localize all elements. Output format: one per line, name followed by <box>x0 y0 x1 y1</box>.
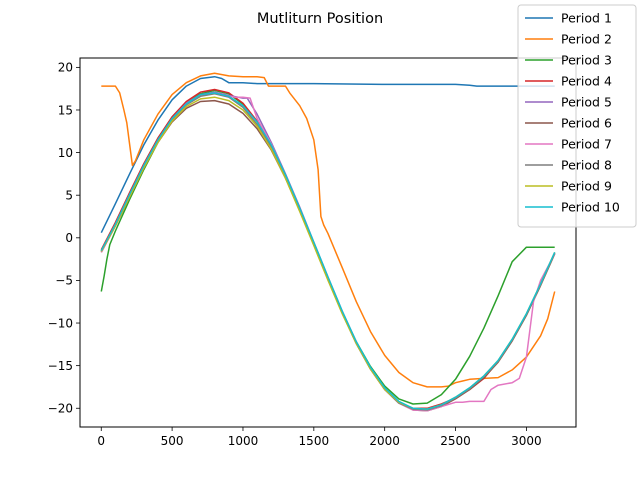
x-tick-label: 1500 <box>299 434 330 448</box>
series-line-7 <box>100 92 556 412</box>
series-line-9 <box>100 96 556 410</box>
legend-label-9: Period 9 <box>561 179 612 194</box>
legend-label-2: Period 2 <box>561 32 612 47</box>
legend-label-5: Period 5 <box>561 95 612 110</box>
y-tick-label: 5 <box>65 189 73 203</box>
legend-label-6: Period 6 <box>561 116 612 131</box>
y-tick-label: 15 <box>58 103 73 117</box>
legend-label-1: Period 1 <box>561 11 612 26</box>
x-tick-label: 1000 <box>228 434 259 448</box>
legend-label-3: Period 3 <box>561 53 612 68</box>
y-tick-label: −20 <box>48 402 73 416</box>
plot-frame <box>79 57 577 428</box>
y-tick-label: 0 <box>65 231 73 245</box>
series-line-1 <box>100 75 555 234</box>
series-line-2 <box>101 72 556 388</box>
series-line-4 <box>100 88 556 410</box>
legend-label-7: Period 7 <box>561 137 612 152</box>
x-axis: 0 500 1000 1500 2000 2500 3000 <box>97 427 542 448</box>
x-tick-label: 500 <box>161 434 184 448</box>
legend-label-8: Period 8 <box>561 158 612 173</box>
legend-label-10: Period 10 <box>561 200 620 215</box>
legend-label-4: Period 4 <box>561 74 612 89</box>
chart-title: Mutliturn Position <box>257 11 383 27</box>
x-tick-label: 0 <box>97 434 105 448</box>
x-tick-label: 2000 <box>369 434 400 448</box>
legend: Period 1 Period 2 Period 3 Period 4 Period 5… <box>517 4 637 228</box>
y-tick-label: −15 <box>48 359 73 373</box>
series-line-10 <box>100 92 556 410</box>
y-tick-label: −5 <box>55 274 73 288</box>
series-line-8 <box>100 93 556 411</box>
x-tick-label: 3000 <box>511 434 542 448</box>
series-line-3 <box>100 89 555 405</box>
x-tick-label: 2500 <box>440 434 471 448</box>
y-tick-label: 10 <box>58 146 73 160</box>
y-tick-label: −10 <box>48 316 73 330</box>
y-axis: −20 −15 −10 −5 0 5 10 15 20 <box>48 61 80 416</box>
series-layer <box>100 72 556 412</box>
series-line-5 <box>100 91 556 411</box>
y-tick-label: 20 <box>58 61 73 75</box>
series-line-6 <box>100 99 556 412</box>
